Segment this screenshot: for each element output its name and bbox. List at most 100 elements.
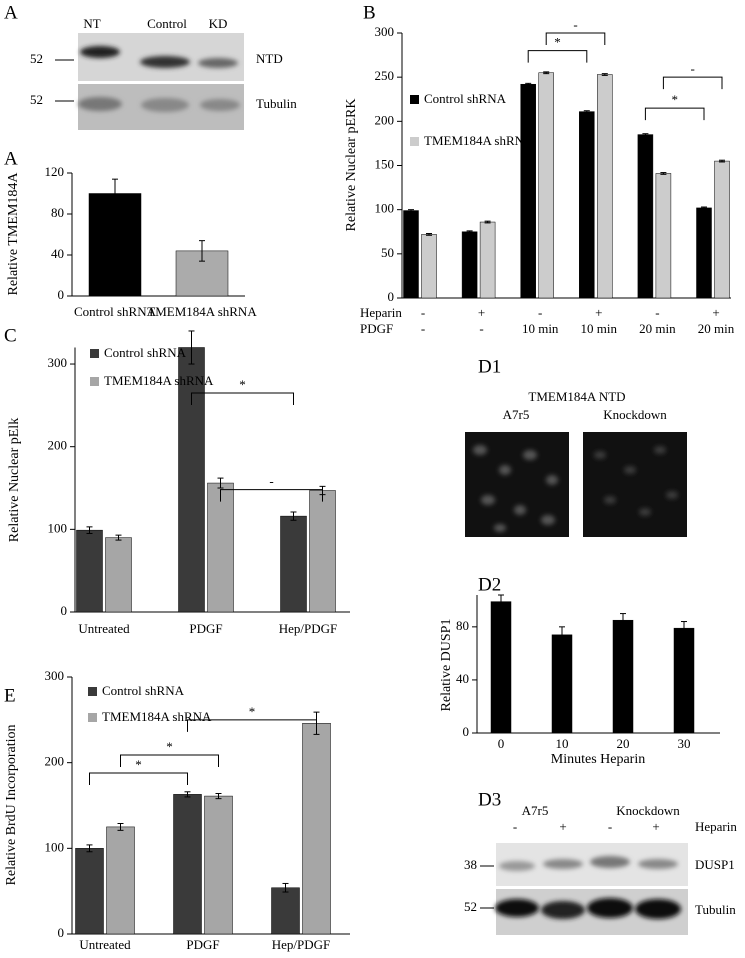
panel-label: D1 — [478, 356, 501, 377]
bar — [421, 234, 437, 299]
significance-bracket — [89, 772, 188, 785]
lane-title: Heparin — [695, 819, 737, 834]
x-tick-label: 20 — [617, 736, 630, 751]
error-bar — [115, 534, 122, 541]
y-tick-label: 200 — [48, 438, 68, 453]
bar — [309, 490, 336, 613]
bar — [520, 83, 536, 299]
marker-label: 52 — [30, 92, 43, 107]
error-bar — [681, 621, 687, 636]
x-tick-label: 30 — [678, 736, 691, 751]
marker-label: 38 — [464, 857, 477, 872]
panel-label: D3 — [478, 789, 501, 810]
legend-label: Control shRNA — [102, 683, 185, 698]
y-tick-label: 40 — [456, 671, 469, 686]
bar — [490, 601, 512, 734]
x-tick-label: TMEM184A shRNA — [147, 304, 257, 319]
lane-label: KD — [209, 16, 228, 31]
bar — [178, 347, 205, 613]
annotation: * — [249, 704, 256, 719]
error-bar — [620, 613, 626, 628]
y-tick-label: 50 — [381, 245, 394, 260]
y-tick-label: 200 — [45, 754, 65, 769]
y-tick-label: 40 — [51, 246, 64, 261]
legend-swatch — [88, 687, 97, 696]
bar — [579, 111, 595, 299]
bar — [75, 848, 104, 935]
x-axis-label: Minutes Heparin — [551, 752, 645, 767]
band-label: NTD — [256, 51, 283, 66]
error-bar — [543, 71, 550, 75]
x-tick-label: PDGF — [189, 621, 222, 636]
blot-image — [78, 33, 244, 130]
significance-bracket — [662, 76, 723, 90]
blot-image — [495, 843, 688, 935]
annotation: * — [671, 92, 678, 107]
x-tick-label: - — [421, 321, 425, 336]
legend-label: TMEM184A shRNA — [102, 709, 212, 724]
lane-label: Control — [147, 16, 187, 31]
y-tick-label: 150 — [375, 156, 395, 171]
bar — [461, 231, 478, 299]
x-row-name: Heparin — [360, 305, 402, 320]
y-axis-label: Relative DUSP1 — [439, 619, 454, 712]
legend-label: TMEM184A shRNA — [104, 373, 214, 388]
panel-label: A — [4, 148, 18, 169]
marker-label: 52 — [30, 51, 43, 66]
error-bar — [117, 822, 124, 831]
x-tick-label: Hep/PDGF — [279, 621, 338, 636]
lane-label: - — [608, 819, 612, 834]
significance-bracket — [527, 50, 588, 63]
error-bar — [199, 240, 205, 262]
error-bar — [642, 133, 649, 136]
bar — [76, 529, 103, 613]
significance-bracket — [187, 719, 317, 732]
bar — [302, 723, 331, 935]
bar — [612, 619, 634, 734]
band-label: Tubulin — [695, 902, 736, 917]
image-label: A7r5 — [503, 407, 530, 422]
error-bar — [484, 220, 491, 224]
band-label: Tubulin — [256, 96, 297, 111]
y-tick-label: 300 — [375, 24, 395, 39]
bar — [538, 72, 554, 299]
x-tick-label: 10 — [556, 736, 569, 751]
legend-label: TMEM184A shRNA — [424, 133, 534, 148]
error-bar — [86, 526, 93, 534]
y-axis-label: Relative Nuclear pElk — [7, 418, 22, 542]
y-tick-label: 250 — [375, 68, 395, 83]
error-bar — [466, 230, 473, 234]
panel-label: B — [363, 2, 376, 23]
bar — [88, 193, 142, 297]
error-bar — [290, 511, 297, 521]
error-bar — [188, 330, 195, 365]
y-tick-label: 300 — [48, 355, 68, 370]
y-tick-label: 100 — [375, 201, 395, 216]
bar — [597, 74, 613, 299]
error-bar — [217, 477, 224, 489]
bar — [655, 173, 672, 299]
error-bar — [184, 791, 191, 798]
error-bar — [112, 178, 118, 209]
x-tick-label: Untreated — [79, 937, 131, 952]
lane-label: + — [559, 819, 566, 834]
x-tick-label: Control shRNA — [74, 304, 157, 319]
y-tick-label: 120 — [45, 164, 65, 179]
error-bar — [601, 73, 608, 76]
micrograph-image — [465, 432, 687, 537]
bar — [551, 634, 573, 734]
marker-label: 52 — [464, 899, 477, 914]
y-tick-label: 100 — [45, 839, 65, 854]
annotation: * — [135, 757, 142, 772]
y-tick-label: 300 — [45, 668, 65, 683]
y-tick-label: 0 — [58, 287, 65, 302]
y-tick-label: 0 — [463, 724, 470, 739]
x-tick-label: Untreated — [78, 621, 130, 636]
annotation: - — [573, 17, 577, 32]
x-tick-label: 10 min — [581, 321, 618, 336]
x-tick-label: + — [712, 305, 719, 320]
error-bar — [215, 793, 222, 800]
x-tick-label: + — [478, 305, 485, 320]
x-tick-label: 20 min — [698, 321, 735, 336]
